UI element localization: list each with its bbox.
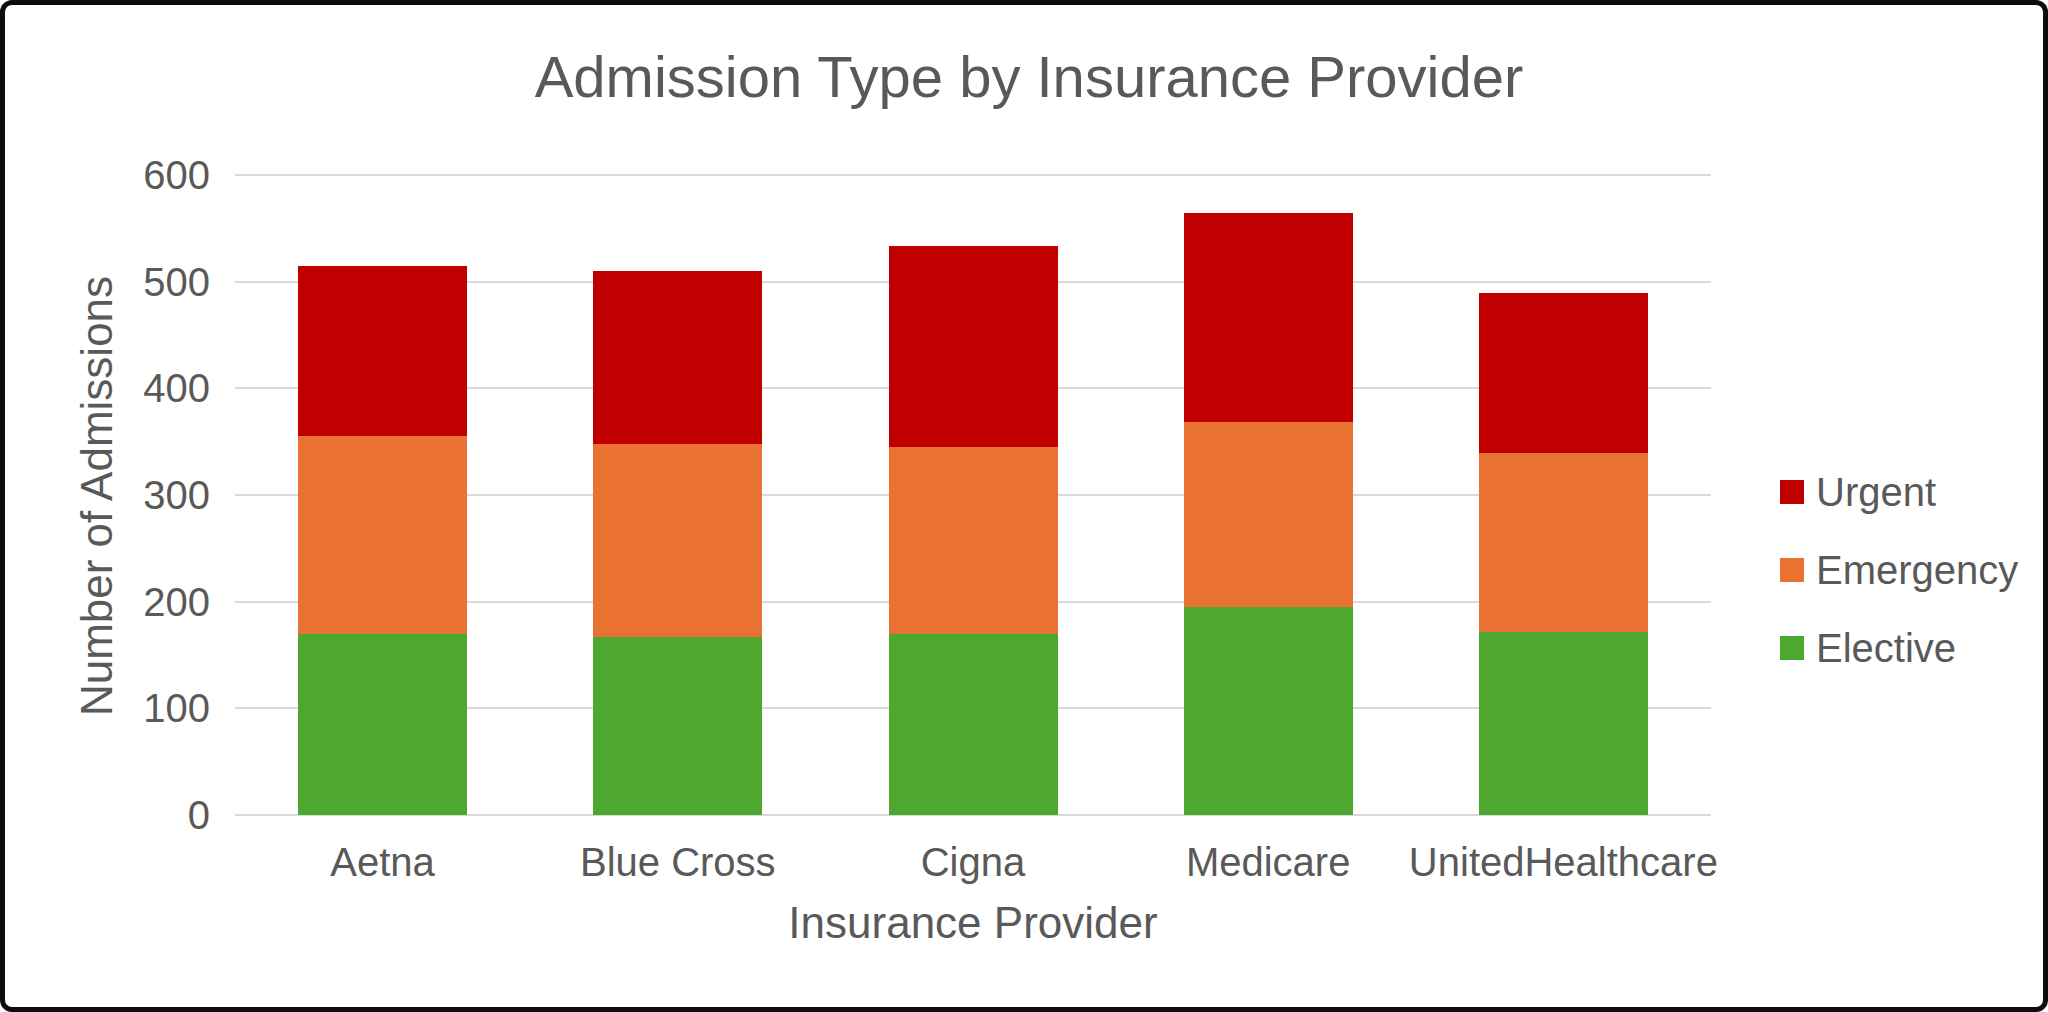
bar-segment-blue-cross-emergency[interactable] xyxy=(593,444,762,637)
legend-label: Emergency xyxy=(1816,546,2018,594)
bar-segment-cigna-urgent[interactable] xyxy=(889,246,1058,447)
bar-segment-aetna-elective[interactable] xyxy=(298,634,467,815)
x-tick-label: UnitedHealthcare xyxy=(1383,838,1743,886)
legend: Urgent Emergency Elective xyxy=(1780,467,2018,701)
bar-segment-unitedhealthcare-elective[interactable] xyxy=(1479,632,1648,815)
bar-segment-unitedhealthcare-emergency[interactable] xyxy=(1479,453,1648,631)
chart-canvas: Admission Type by Insurance Provider 010… xyxy=(5,5,2048,1012)
bar-segment-medicare-elective[interactable] xyxy=(1184,607,1353,815)
x-axis-title: Insurance Provider xyxy=(235,898,1711,948)
chart-frame: Admission Type by Insurance Provider 010… xyxy=(0,0,2048,1012)
legend-item-urgent[interactable]: Urgent xyxy=(1780,467,2018,517)
bar-segment-aetna-urgent[interactable] xyxy=(298,266,467,437)
bar-segment-medicare-emergency[interactable] xyxy=(1184,422,1353,607)
chart-title: Admission Type by Insurance Provider xyxy=(5,43,2048,110)
legend-swatch-icon xyxy=(1780,558,1804,582)
legend-swatch-icon xyxy=(1780,480,1804,504)
legend-label: Elective xyxy=(1816,624,1956,672)
bar-segment-medicare-urgent[interactable] xyxy=(1184,213,1353,422)
y-tick-label: 0 xyxy=(90,791,210,839)
legend-item-elective[interactable]: Elective xyxy=(1780,623,2018,673)
bar-segment-cigna-emergency[interactable] xyxy=(889,447,1058,634)
gridline xyxy=(235,174,1711,176)
bar-segment-unitedhealthcare-urgent[interactable] xyxy=(1479,293,1648,453)
bar-segment-aetna-emergency[interactable] xyxy=(298,436,467,633)
y-axis-title: Number of Admissions xyxy=(72,246,122,746)
legend-label: Urgent xyxy=(1816,468,1936,516)
bar-segment-cigna-elective[interactable] xyxy=(889,634,1058,815)
bar-segment-blue-cross-elective[interactable] xyxy=(593,637,762,815)
legend-item-emergency[interactable]: Emergency xyxy=(1780,545,2018,595)
legend-swatch-icon xyxy=(1780,636,1804,660)
y-tick-label: 600 xyxy=(90,151,210,199)
bar-segment-blue-cross-urgent[interactable] xyxy=(593,271,762,444)
